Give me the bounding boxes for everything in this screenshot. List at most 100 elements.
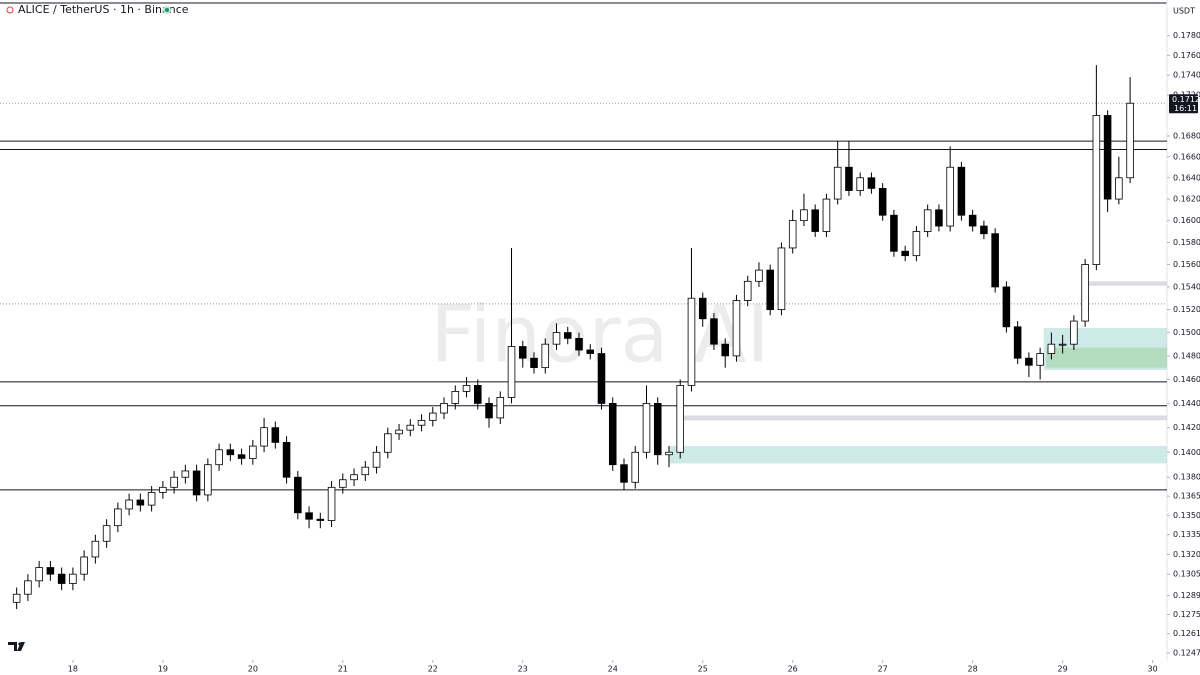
y-tick-label: 0.1520 <box>1173 305 1200 314</box>
x-tick-label: 28 <box>968 665 978 674</box>
y-tick-label: 0.1460 <box>1173 375 1200 384</box>
candle-body <box>766 269 774 311</box>
y-tick-label: 0.1540 <box>1173 282 1200 291</box>
candle-body <box>1126 102 1134 179</box>
candle-body <box>541 343 550 369</box>
candle-body <box>485 402 493 419</box>
candle-body <box>935 209 943 227</box>
candle-body <box>496 396 505 419</box>
candle-body <box>620 464 628 483</box>
candle-body <box>912 231 921 257</box>
candle-body <box>1025 357 1033 366</box>
candle-body <box>181 470 190 478</box>
candle-body <box>429 412 437 421</box>
candle-body <box>125 499 133 510</box>
candle-body <box>384 433 392 453</box>
y-tick-label: 0.1600 <box>1173 216 1200 225</box>
candle-body <box>159 486 167 493</box>
y-tick-label: 0.1335 <box>1173 530 1200 539</box>
y-tick-label: 0.1580 <box>1173 238 1200 247</box>
candle-body <box>170 476 178 488</box>
x-tick-label: 26 <box>788 665 798 674</box>
candle-body <box>732 300 741 357</box>
y-tick-label: 0.1380 <box>1173 473 1200 482</box>
drawings <box>0 102 1167 491</box>
candle-body <box>653 402 662 456</box>
x-tick-label: 19 <box>158 665 168 674</box>
y-tick-label: 0.1560 <box>1173 260 1200 269</box>
candle-body <box>1002 286 1011 328</box>
zone <box>1088 281 1167 286</box>
y-tick-label: 0.1365 <box>1173 492 1200 501</box>
y-tick-label: 0.1640 <box>1173 173 1200 182</box>
candle-body <box>518 346 527 359</box>
tradingview-logo <box>8 642 25 651</box>
candle-body <box>282 441 291 478</box>
candle-body <box>12 593 21 603</box>
zone <box>669 446 1167 464</box>
chart-title: ALICE / TetherUS · 1h · Binance <box>18 3 189 16</box>
candle-body <box>226 449 235 456</box>
last-price-label: 0.1712 <box>1172 95 1200 104</box>
candle-body <box>294 476 302 514</box>
x-tick-label: 29 <box>1058 665 1068 674</box>
candle-body <box>957 166 966 216</box>
candle-body <box>822 198 831 232</box>
candle-body <box>721 343 729 357</box>
candle-body <box>800 209 808 222</box>
zone <box>1046 347 1167 368</box>
y-tick-label: 0.1780 <box>1173 31 1200 40</box>
candle-body <box>552 332 561 345</box>
y-tick-label: 0.1480 <box>1173 351 1200 360</box>
candle-body <box>204 464 212 496</box>
status-dot <box>165 8 169 12</box>
candle-body <box>327 486 336 521</box>
last-price-box <box>1169 94 1198 114</box>
candle-body <box>305 512 313 520</box>
candle-body <box>451 390 460 404</box>
candle-body <box>980 225 988 235</box>
y-tick-label: 0.1289 <box>1173 591 1200 600</box>
candle-body <box>237 454 246 459</box>
y-tick-label: 0.1680 <box>1173 131 1200 140</box>
candle-body <box>631 451 640 483</box>
y-tick-label: 0.1320 <box>1173 550 1200 559</box>
candle-body <box>856 177 864 191</box>
candle-body <box>530 357 538 369</box>
candle-body <box>406 424 415 431</box>
y-tick-label: 0.1760 <box>1173 51 1200 60</box>
candle-body <box>597 353 606 404</box>
candle-body <box>1047 343 1056 354</box>
price-axis: 0.17800.17600.17400.17200.16800.16600.16… <box>68 31 1200 673</box>
x-tick-label: 25 <box>698 665 708 674</box>
x-tick-label: 22 <box>428 665 438 674</box>
candle-body <box>1081 264 1089 322</box>
candle-body <box>1058 343 1067 346</box>
candle-body <box>710 318 718 345</box>
candle-body <box>901 250 909 257</box>
y-tick-label: 0.1247 <box>1173 649 1200 658</box>
x-tick-label: 20 <box>248 665 258 674</box>
candle-body <box>395 429 403 435</box>
y-tick-label: 0.1660 <box>1173 152 1200 161</box>
candle-body <box>57 573 66 584</box>
y-tick-label: 0.1350 <box>1173 511 1200 520</box>
candle-body <box>867 177 876 189</box>
candle-body <box>507 346 516 398</box>
y-tick-label: 0.1420 <box>1173 423 1200 432</box>
candle-body <box>1115 177 1123 200</box>
candle-body <box>80 556 88 575</box>
x-tick-label: 18 <box>68 665 78 674</box>
zone <box>679 415 1167 421</box>
y-tick-label: 0.1275 <box>1173 610 1200 619</box>
candle-body <box>991 233 999 288</box>
candle-body <box>1092 115 1101 265</box>
candle-body <box>215 449 223 466</box>
candle-body <box>608 402 617 466</box>
candle-body <box>260 427 268 447</box>
candle-body <box>114 508 122 527</box>
candle-body <box>46 567 55 575</box>
candle-body <box>811 209 819 232</box>
candle-body <box>136 499 145 506</box>
